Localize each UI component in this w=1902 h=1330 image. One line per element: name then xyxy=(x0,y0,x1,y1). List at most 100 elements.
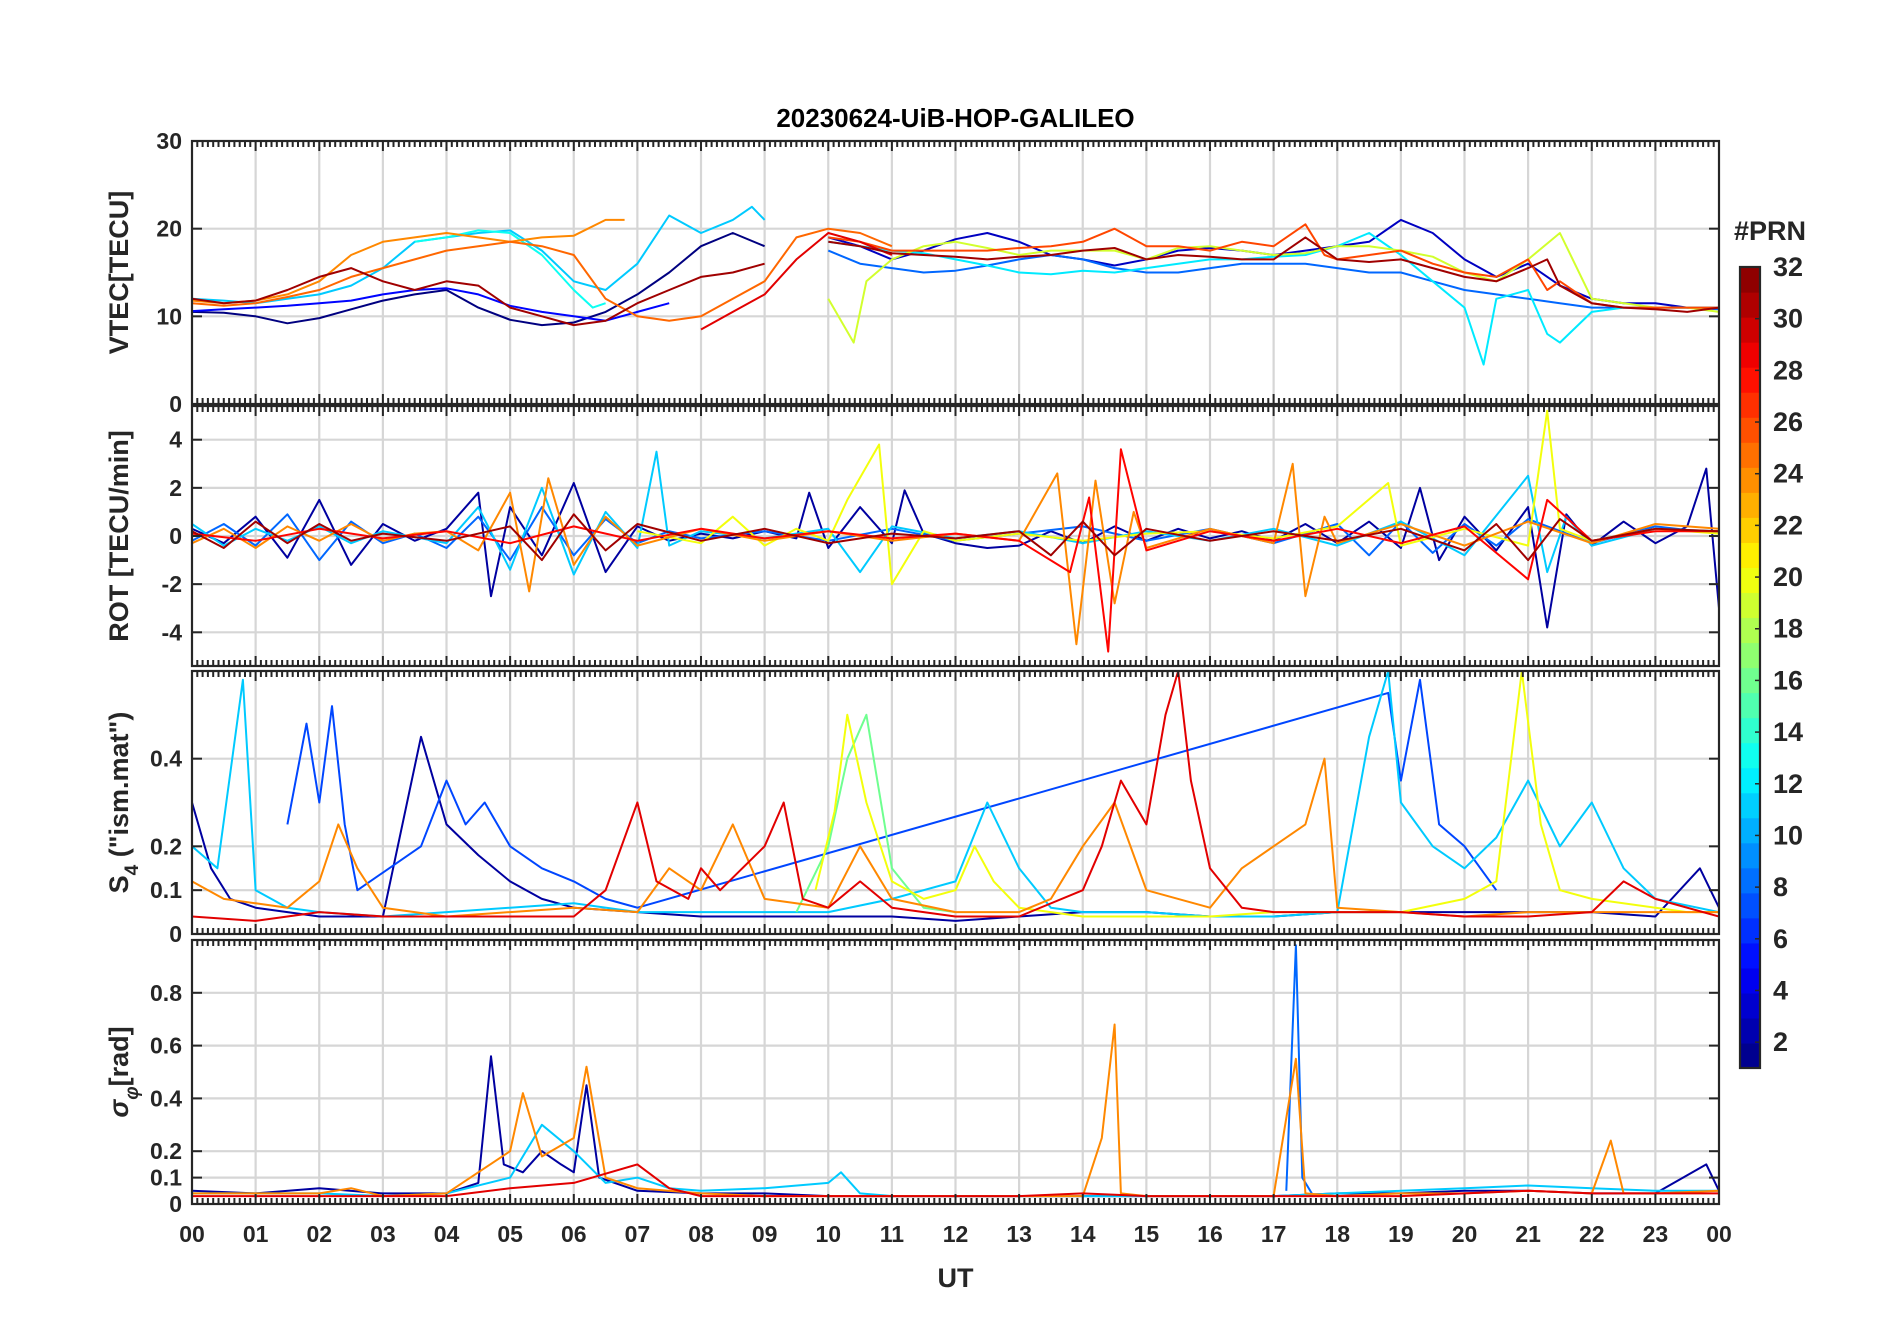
series-line-prn-19 xyxy=(827,232,1719,344)
colorbar-tick-label: 14 xyxy=(1773,717,1803,747)
colorbar-tick-label: 18 xyxy=(1773,614,1803,644)
y-axis-label-s4: S4 ("ism.mat") xyxy=(104,712,143,894)
colorbar-segment xyxy=(1740,742,1760,769)
series-line-prn-2 xyxy=(192,1055,1719,1198)
colorbar-tick-label: 6 xyxy=(1773,924,1788,954)
y-tick-label: 2 xyxy=(169,475,182,501)
colorbar-tick-label: 32 xyxy=(1773,252,1803,282)
colorbar-segment xyxy=(1740,717,1760,744)
y-tick-label: -2 xyxy=(162,571,182,597)
series-group xyxy=(192,409,1719,653)
panel-frame xyxy=(190,404,1721,668)
series-line-prn-8 xyxy=(827,249,1719,311)
y-tick-label: 30 xyxy=(156,128,182,154)
colorbar-tick-label: 4 xyxy=(1773,975,1788,1005)
colorbar-segment xyxy=(1740,617,1760,644)
y-tick-label: 0.4 xyxy=(150,746,182,772)
series-line-prn-20 xyxy=(814,671,1719,918)
x-axis-label: UT xyxy=(938,1263,974,1293)
y-tick-label: 0.6 xyxy=(150,1033,182,1059)
colorbar-segment xyxy=(1740,1017,1760,1044)
colorbar-segment xyxy=(1740,867,1760,894)
x-tick-label: 13 xyxy=(1006,1221,1032,1247)
panel-frame xyxy=(190,938,1721,1206)
colorbar-tick-label: 30 xyxy=(1773,304,1803,334)
colorbar-segment xyxy=(1740,917,1760,944)
y-tick-label: 0.2 xyxy=(150,1138,182,1164)
colorbar-segment xyxy=(1740,592,1760,619)
y-tick-label: -4 xyxy=(162,619,183,645)
series-line-prn-16 xyxy=(795,713,956,914)
colorbar-segment xyxy=(1740,667,1760,694)
colorbar-tick-label: 22 xyxy=(1773,510,1803,540)
colorbar-segment xyxy=(1740,342,1760,368)
colorbar-segment xyxy=(1740,492,1760,518)
x-tick-label: 00 xyxy=(1706,1221,1732,1247)
colorbar-segment xyxy=(1740,942,1760,969)
colorbar-segment xyxy=(1740,842,1760,869)
x-tick-label: 00 xyxy=(179,1221,205,1247)
colorbar-tick-label: 2 xyxy=(1773,1027,1788,1057)
series-line-prn-24 xyxy=(192,757,1719,918)
y-tick-label: 10 xyxy=(156,303,182,329)
y-tick-label: 0.4 xyxy=(150,1085,182,1111)
series-line-prn-31 xyxy=(192,513,1719,562)
colorbar-segment xyxy=(1740,292,1760,318)
series-line-prn-29 xyxy=(192,1163,1719,1198)
series-line-prn-2 xyxy=(192,735,1719,922)
x-tick-label: 22 xyxy=(1579,1221,1605,1247)
x-tick-label: 18 xyxy=(1324,1221,1350,1247)
colorbar-segment xyxy=(1740,692,1760,719)
colorbar-segment xyxy=(1740,967,1760,994)
y-tick-label: 0.1 xyxy=(150,1165,182,1191)
colorbar-tick-label: 20 xyxy=(1773,562,1803,592)
series-line-prn-25 xyxy=(192,227,893,322)
y-tick-label: 0 xyxy=(169,391,182,417)
colorbar-tick-label: 16 xyxy=(1773,665,1803,695)
series-line-prn-31 xyxy=(192,262,765,327)
series-group xyxy=(192,205,1719,366)
colorbar-segment xyxy=(1740,792,1760,819)
chart-title: 20230624-UiB-HOP-GALILEO xyxy=(776,103,1134,133)
colorbar-frame xyxy=(1738,265,1762,1070)
series-line-prn-29 xyxy=(192,671,1719,922)
panel-frame xyxy=(190,139,1721,406)
x-tick-label: 11 xyxy=(880,1221,905,1247)
colorbar-segment xyxy=(1740,992,1760,1019)
colorbar-tick-label: 24 xyxy=(1773,459,1803,489)
series-line-prn-29 xyxy=(700,232,893,331)
colorbar-segment xyxy=(1740,267,1760,293)
x-tick-label: 07 xyxy=(625,1221,651,1247)
series-line-prn-12 xyxy=(828,232,1719,366)
series-line-prn-8 xyxy=(1285,944,1313,1194)
y-tick-label: 0.1 xyxy=(150,877,182,903)
x-axis-tick-labels: 00 01 02 03 04 05 06 07 08 09 10 11 12 13 14 15 16 17 18 19… xyxy=(179,1221,1732,1247)
colorbar-tick-label: 12 xyxy=(1773,769,1803,799)
y-axis-label-sigma: σφ[rad] xyxy=(104,1026,143,1117)
series-line-prn-24 xyxy=(192,218,625,305)
y-axis-label-rot: ROT [TECU/min] xyxy=(104,430,134,641)
x-tick-label: 15 xyxy=(1134,1221,1160,1247)
series-line-prn-26 xyxy=(828,223,1719,309)
x-tick-label: 02 xyxy=(306,1221,332,1247)
series-group xyxy=(192,671,1719,922)
colorbar-tick-label: 28 xyxy=(1773,355,1803,385)
y-tick-label: 0.2 xyxy=(150,833,182,859)
y-tick-label: 0 xyxy=(169,523,182,549)
panel-vtec: 0 10 20 30 VTEC[TECU] xyxy=(104,128,1721,417)
series-line-prn-31 xyxy=(828,236,1719,313)
colorbar-segment xyxy=(1740,517,1760,543)
series-line-prn-1 xyxy=(192,232,765,327)
colorbar-label: #PRN xyxy=(1734,216,1806,246)
x-tick-label: 19 xyxy=(1388,1221,1414,1247)
x-tick-label: 05 xyxy=(497,1221,523,1247)
colorbar-segment xyxy=(1740,442,1760,468)
series-line-prn-28 xyxy=(192,448,1719,653)
colorbar-tick-label: 26 xyxy=(1773,407,1803,437)
y-tick-label: 0 xyxy=(169,921,182,947)
colorbar-segment xyxy=(1740,542,1760,568)
colorbar-segment xyxy=(1740,317,1760,343)
colorbar-segment xyxy=(1740,417,1760,443)
